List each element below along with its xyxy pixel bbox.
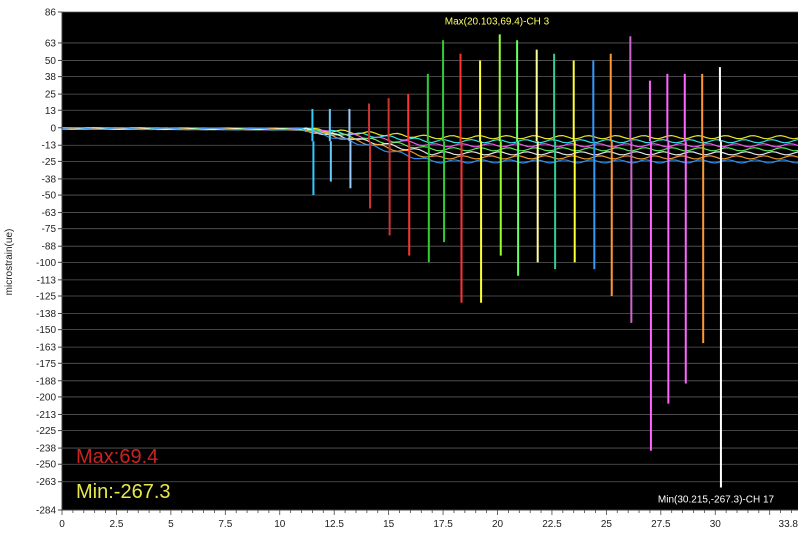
x-tick-label: 15 (383, 519, 395, 530)
max-point-annotation: Max(20.103,69.4)-CH 3 (445, 16, 550, 27)
y-tick-label: -63 (42, 208, 57, 219)
y-tick-label: -238 (36, 444, 56, 455)
x-tick-label: 5 (168, 519, 174, 530)
y-tick-label: -213 (36, 410, 56, 421)
y-axis-ticks: 86 63 50 38 25 13 0 -13 -25 -38 -50 -63 -75 -88 -100 -1… (36, 8, 62, 517)
min-point-annotation: Min(30.215,-267.3)-CH 17 (658, 495, 775, 506)
x-tick-label: 27.5 (651, 519, 671, 530)
x-tick-label: 12.5 (324, 519, 344, 530)
y-tick-label: -100 (36, 258, 56, 269)
y-tick-label: 25 (45, 90, 57, 101)
plot-area (62, 12, 798, 510)
y-tick-label: -250 (36, 460, 56, 471)
y-axis-title: microstrain(ue) (4, 229, 15, 296)
baseline-traces (61, 126, 799, 164)
x-tick-label: 25 (601, 519, 613, 530)
y-tick-label: -175 (36, 359, 56, 370)
x-tick-label: 7.5 (218, 519, 232, 530)
y-tick-label: -38 (42, 174, 57, 185)
baseline-series-line (61, 127, 799, 160)
x-tick-label: 20 (492, 519, 504, 530)
y-tick-label: 0 (50, 123, 56, 134)
x-axis-ticks: 0 2.5 5 7.5 10 12.5 15 17.5 20 22.5 25 27.5 30 33.8 (59, 510, 798, 530)
y-tick-label: 86 (45, 8, 57, 19)
max-label: Max:69.4 (76, 446, 158, 468)
x-tick-label: 0 (59, 519, 65, 530)
y-tick-label: -88 (42, 242, 57, 253)
x-tick-label: 10 (274, 519, 286, 530)
y-tick-label: -13 (42, 141, 57, 152)
y-tick-label: -138 (36, 309, 56, 320)
y-tick-label: -113 (37, 275, 57, 286)
y-tick-label: -150 (36, 325, 56, 336)
y-tick-label: 38 (45, 72, 57, 83)
y-tick-label: -25 (42, 157, 57, 168)
y-tick-label: -188 (36, 376, 56, 387)
baseline-series-line (61, 127, 799, 164)
y-tick-label: -200 (36, 392, 56, 403)
y-tick-label: -125 (36, 291, 56, 302)
x-tick-label: 2.5 (109, 519, 123, 530)
y-tick-label: -284 (36, 506, 56, 517)
y-tick-label: 50 (45, 56, 57, 67)
y-tick-label: 63 (45, 38, 57, 49)
y-tick-label: -163 (36, 343, 56, 354)
x-tick-label: 30 (710, 519, 722, 530)
x-tick-label: 33.8 (779, 519, 799, 530)
spike-traces (311, 34, 722, 488)
y-tick-label: -75 (42, 224, 57, 235)
y-tick-label: -50 (42, 191, 57, 202)
y-tick-label: -225 (36, 426, 56, 437)
x-tick-label: 22.5 (542, 519, 562, 530)
x-tick-label: 17.5 (433, 519, 453, 530)
y-tick-label: -263 (36, 477, 56, 488)
y-tick-label: 13 (45, 106, 57, 117)
min-label: Min:-267.3 (76, 481, 171, 503)
